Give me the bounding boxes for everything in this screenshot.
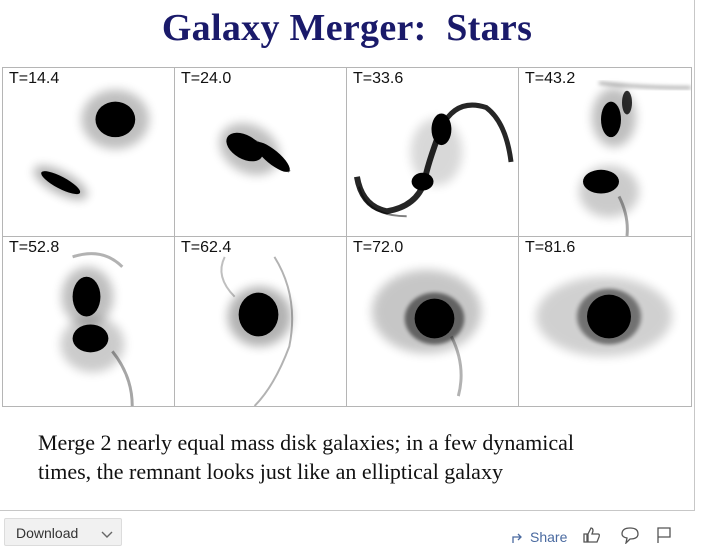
download-label: Download	[16, 525, 79, 541]
comment-icon[interactable]	[620, 526, 640, 549]
viewer-toolbar: Download Share	[0, 512, 708, 546]
panel-t-81-6: T=81.6	[519, 237, 691, 406]
galaxy-image	[219, 123, 291, 175]
panel-t-52-8: T=52.8	[3, 237, 175, 406]
panel-label: T=72.0	[353, 239, 404, 256]
caption-line: times, the remnant looks just like an el…	[38, 459, 503, 484]
galaxy-image	[220, 256, 294, 406]
panel-label: T=14.4	[9, 70, 60, 87]
panel-label: T=52.8	[9, 239, 60, 256]
panel-t-14-4: T=14.4	[3, 68, 175, 237]
simulation-grid: T=14.4 T=24.0 T=33.6	[2, 67, 692, 407]
panel-label: T=24.0	[181, 70, 232, 87]
slide: Galaxy Merger: Stars T=14.4 T=24.0	[0, 0, 695, 511]
galaxy-image	[536, 276, 672, 357]
share-icon	[512, 531, 526, 547]
panel-t-33-6: T=33.6	[347, 68, 519, 237]
chevron-down-icon	[101, 526, 113, 542]
panel-t-72-0: T=72.0	[347, 237, 519, 406]
galaxy-image	[371, 269, 482, 397]
galaxy-image	[60, 252, 134, 406]
galaxy-image	[579, 80, 691, 236]
galaxy-image	[354, 102, 514, 218]
panel-t-43-2: T=43.2	[519, 68, 691, 237]
caption-line: Merge 2 nearly equal mass disk galaxies;…	[38, 430, 574, 455]
panel-t-24-0: T=24.0	[175, 68, 347, 237]
panel-label: T=33.6	[353, 70, 404, 87]
slide-title: Galaxy Merger: Stars	[161, 7, 533, 49]
panel-label: T=81.6	[525, 239, 576, 256]
slide-caption: Merge 2 nearly equal mass disk galaxies;…	[38, 428, 678, 486]
galaxy-image	[33, 89, 150, 200]
panel-label: T=62.4	[181, 239, 232, 256]
like-icon[interactable]	[582, 526, 602, 549]
panel-t-62-4: T=62.4	[175, 237, 347, 406]
share-label: Share	[530, 529, 568, 545]
flag-icon[interactable]	[655, 526, 673, 549]
panel-label: T=43.2	[525, 70, 576, 87]
